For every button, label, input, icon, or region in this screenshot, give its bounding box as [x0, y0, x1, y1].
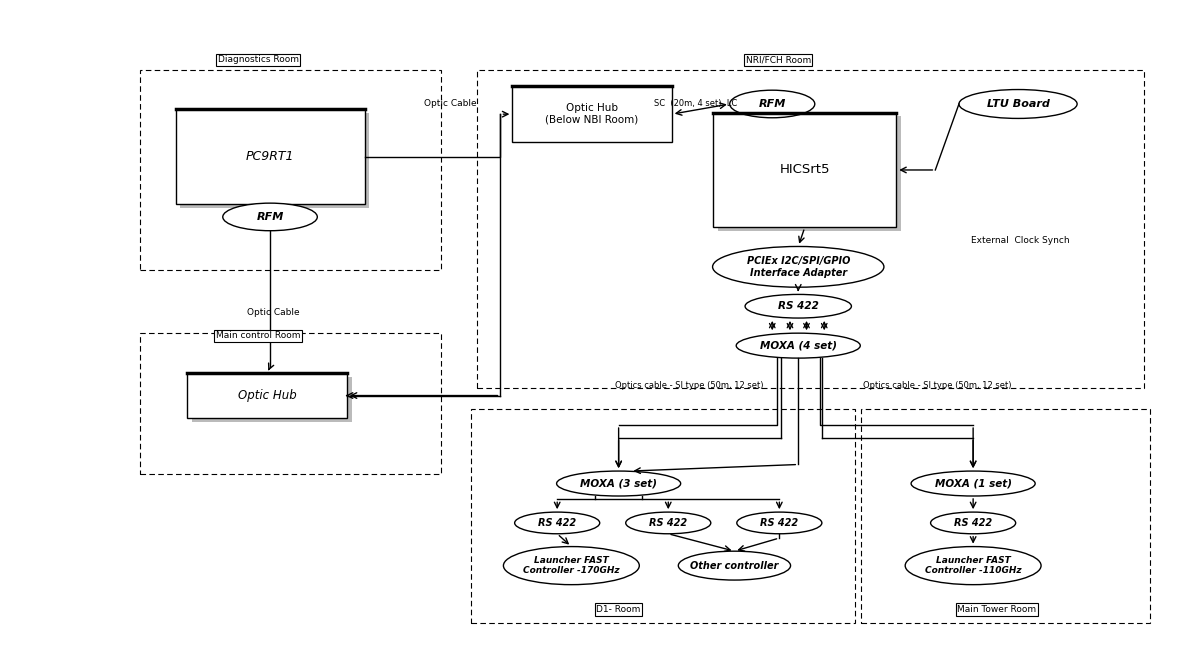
Ellipse shape [745, 295, 851, 318]
Bar [713, 112, 896, 227]
Text: MOXA (3 set): MOXA (3 set) [581, 479, 657, 489]
Text: RS 422: RS 422 [650, 518, 688, 528]
Ellipse shape [737, 333, 860, 358]
Bar [140, 332, 441, 473]
Text: D1- Room: D1- Room [596, 605, 641, 614]
Text: Optics cable - SI type (50m, 12 set): Optics cable - SI type (50m, 12 set) [615, 380, 764, 390]
Bar [860, 410, 1151, 622]
Bar [477, 70, 1145, 388]
Ellipse shape [729, 90, 815, 118]
Bar [187, 373, 346, 418]
Text: Main control Room: Main control Room [215, 331, 300, 340]
Text: Main Tower Room: Main Tower Room [957, 605, 1036, 614]
Ellipse shape [514, 512, 600, 534]
Ellipse shape [912, 471, 1035, 496]
Text: Optic Cable: Optic Cable [248, 309, 300, 317]
Text: Optic Cable: Optic Cable [424, 100, 477, 108]
Ellipse shape [737, 512, 822, 534]
Bar [175, 109, 364, 204]
Text: HICSrt5: HICSrt5 [779, 164, 829, 176]
Text: RS 422: RS 422 [954, 518, 992, 528]
Text: LTU Board: LTU Board [987, 99, 1050, 109]
Bar [140, 70, 441, 270]
Text: RFM: RFM [758, 99, 785, 109]
Text: RFM: RFM [256, 212, 283, 222]
Text: Launcher FAST
Controller -110GHz: Launcher FAST Controller -110GHz [925, 556, 1021, 575]
Text: Optics cable - SI type (50m, 12 set): Optics cable - SI type (50m, 12 set) [864, 380, 1012, 390]
Ellipse shape [959, 90, 1077, 118]
Bar [512, 86, 672, 142]
Ellipse shape [503, 547, 639, 585]
Text: External  Clock Synch: External Clock Synch [971, 236, 1070, 245]
Bar [718, 116, 901, 231]
Text: RS 422: RS 422 [538, 518, 576, 528]
Text: Optic Hub: Optic Hub [238, 389, 296, 402]
Text: SC  (20m, 4 set)  LC: SC (20m, 4 set) LC [653, 100, 737, 108]
Text: PCIEx I2C/SPI/GPIO
Interface Adapter: PCIEx I2C/SPI/GPIO Interface Adapter [746, 256, 850, 277]
Ellipse shape [906, 547, 1041, 585]
Text: Diagnostics Room: Diagnostics Room [218, 55, 299, 65]
Ellipse shape [931, 512, 1016, 534]
Bar [180, 113, 369, 208]
Ellipse shape [626, 512, 710, 534]
Text: NRI/FCH Room: NRI/FCH Room [745, 55, 810, 65]
Ellipse shape [713, 247, 884, 287]
Text: MOXA (4 set): MOXA (4 set) [759, 340, 837, 350]
Bar [192, 377, 351, 422]
Ellipse shape [223, 203, 318, 231]
Text: MOXA (1 set): MOXA (1 set) [934, 479, 1012, 489]
Text: RS 422: RS 422 [778, 301, 819, 311]
Text: RS 422: RS 422 [760, 518, 798, 528]
Text: Other controller: Other controller [690, 561, 778, 571]
Text: Launcher FAST
Controller -170GHz: Launcher FAST Controller -170GHz [524, 556, 620, 575]
Ellipse shape [557, 471, 681, 496]
Text: Optic Hub
(Below NBI Room): Optic Hub (Below NBI Room) [545, 103, 639, 125]
Bar [471, 410, 854, 622]
Ellipse shape [678, 551, 790, 580]
Text: PC9RT1: PC9RT1 [246, 150, 294, 164]
